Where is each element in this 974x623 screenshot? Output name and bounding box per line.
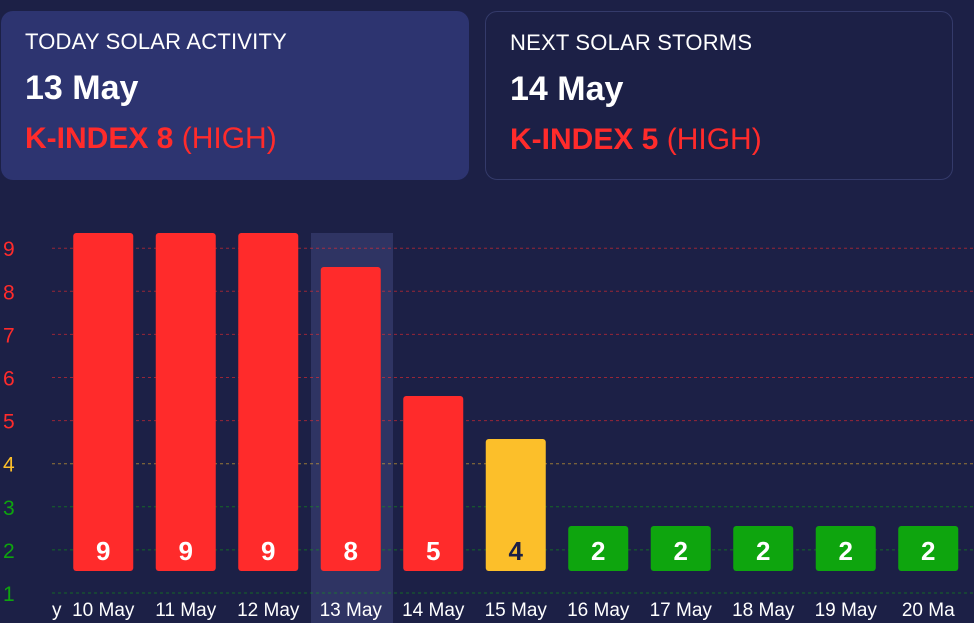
x-tick-label: 12 May — [237, 600, 300, 621]
x-tick-label: 19 May — [815, 600, 878, 621]
today-card-title: TODAY SOLAR ACTIVITY — [25, 29, 287, 54]
bar-value-label: 2 — [756, 536, 770, 566]
bar-value-label: 2 — [674, 536, 688, 566]
next-k-index-level: (HIGH) — [666, 123, 762, 156]
y-tick-label-4: 4 — [3, 454, 15, 477]
x-tick-label: 15 May — [485, 600, 548, 621]
bar-value-label: 8 — [344, 536, 358, 566]
x-tick-label: 18 May — [732, 600, 795, 621]
x-tick-label: 14 May — [402, 600, 465, 621]
y-tick-label-5: 5 — [3, 411, 15, 434]
bar-15-may[interactable] — [485, 439, 546, 571]
today-k-index: K-INDEX 8 (HIGH) — [25, 122, 445, 156]
y-tick-label-9: 9 — [3, 238, 15, 261]
next-solar-storms-card: NEXT SOLAR STORMS 14 May K-INDEX 5 (HIGH… — [485, 11, 953, 180]
bar-value-label: 2 — [839, 536, 853, 566]
bar-12-may[interactable] — [238, 233, 299, 571]
bar-13-may[interactable] — [320, 267, 381, 571]
today-solar-activity-card: TODAY SOLAR ACTIVITY 13 May K-INDEX 8 (H… — [1, 11, 469, 180]
today-k-index-level: (HIGH) — [181, 122, 277, 155]
x-tick-label-clipped: y — [52, 600, 62, 621]
next-k-index: K-INDEX 5 (HIGH) — [510, 123, 928, 157]
y-tick-label-7: 7 — [3, 324, 15, 347]
bar-18-may[interactable] — [733, 526, 794, 571]
bar-19-may[interactable] — [815, 526, 876, 571]
y-tick-label-6: 6 — [3, 368, 15, 391]
next-k-index-value: K-INDEX 5 — [510, 123, 659, 156]
bar-value-label: 5 — [426, 536, 440, 566]
bar-value-label: 9 — [261, 536, 275, 566]
today-card-date: 13 May — [25, 69, 139, 107]
y-tick-label-8: 8 — [3, 281, 15, 304]
x-tick-label: 11 May — [155, 600, 216, 621]
bar-11-may[interactable] — [155, 233, 216, 571]
x-tick-label: 13 May — [320, 600, 383, 621]
next-card-title: NEXT SOLAR STORMS — [510, 30, 753, 55]
y-tick-label-3: 3 — [3, 497, 15, 520]
x-tick-label: 10 May — [72, 600, 135, 621]
today-k-index-value: K-INDEX 8 — [25, 122, 174, 155]
bar-10-may[interactable] — [73, 233, 134, 571]
bar-20-ma[interactable] — [898, 526, 959, 571]
x-tick-label: 20 Ma — [902, 600, 955, 621]
x-tick-label: 16 May — [567, 600, 630, 621]
bar-14-may[interactable] — [403, 396, 464, 571]
next-card-date: 14 May — [510, 70, 624, 108]
bar-16-may[interactable] — [568, 526, 629, 571]
bar-value-label: 2 — [591, 536, 605, 566]
y-tick-label-2: 2 — [3, 540, 15, 563]
bar-value-label: 4 — [509, 536, 524, 566]
bar-17-may[interactable] — [650, 526, 711, 571]
bar-value-label: 9 — [96, 536, 110, 566]
y-tick-label-1: 1 — [3, 583, 15, 606]
x-tick-label: 17 May — [650, 600, 713, 621]
bar-value-label: 2 — [921, 536, 935, 566]
bar-value-label: 9 — [179, 536, 193, 566]
